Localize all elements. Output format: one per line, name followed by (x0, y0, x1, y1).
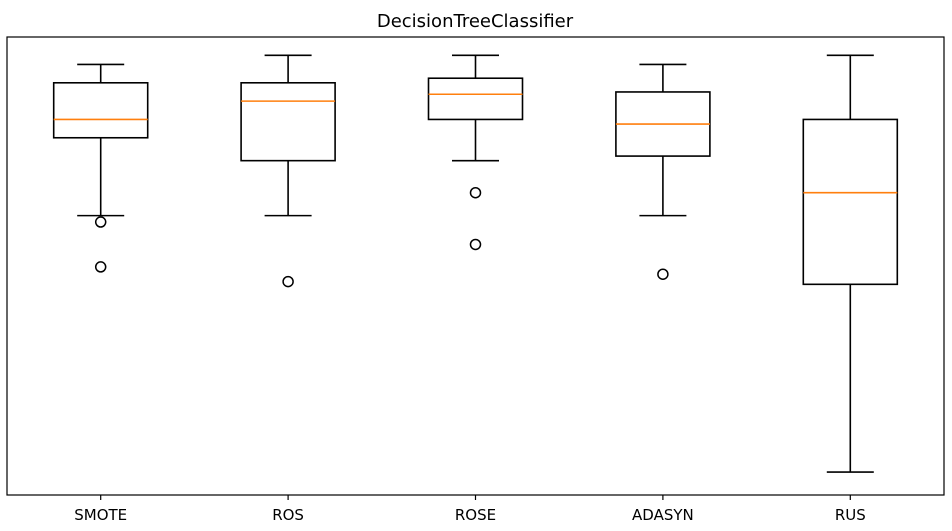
flier-point (469, 238, 482, 251)
box-group-adasyn (615, 63, 711, 280)
box (240, 82, 336, 162)
box-group-rose (427, 54, 524, 251)
x-tick-label: ROSE (455, 506, 496, 524)
chart-title: DecisionTreeClassifier (377, 11, 574, 32)
flier-point (469, 186, 482, 199)
flier-point (94, 261, 107, 273)
box-group-smote (52, 63, 149, 273)
box-group-rus (802, 54, 899, 473)
x-tick-label: ROS (272, 506, 304, 524)
box (52, 82, 149, 139)
x-tick-label: RUS (835, 506, 866, 524)
x-tick-label: SMOTE (74, 506, 127, 524)
flier-point (282, 275, 294, 288)
x-axis: SMOTE ROS ROSE ADASYN RUS (74, 495, 866, 524)
box-group-ros (240, 54, 336, 288)
flier-point (657, 268, 669, 280)
boxes-layer (52, 54, 899, 473)
flier-point (94, 216, 107, 228)
x-tick-label: ADASYN (632, 506, 694, 524)
plot-area (6, 36, 945, 496)
box (427, 77, 524, 121)
box (802, 118, 899, 286)
